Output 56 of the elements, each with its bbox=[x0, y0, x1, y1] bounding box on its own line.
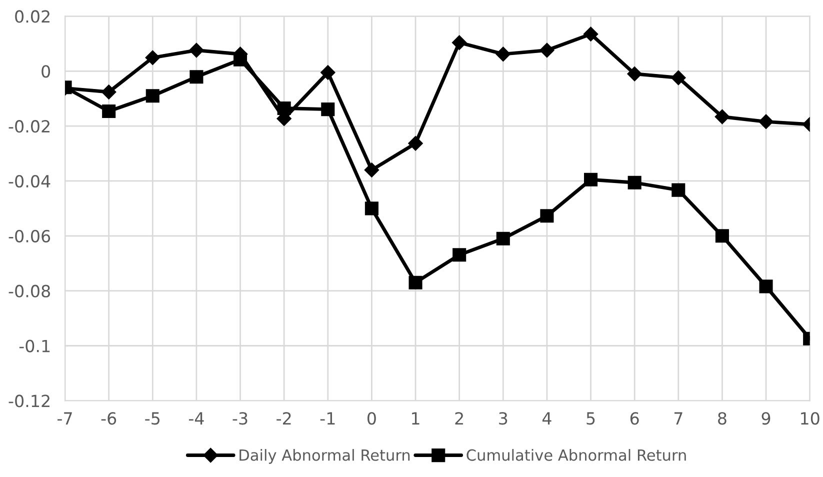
y-tick-label: -0.06 bbox=[8, 230, 50, 242]
x-tick-label: 3 bbox=[499, 412, 508, 425]
point bbox=[671, 70, 686, 86]
point bbox=[452, 248, 466, 262]
x-tick-label: 7 bbox=[674, 412, 682, 424]
x-tick-label: 6 bbox=[630, 412, 639, 425]
x-tick-label: 2 bbox=[455, 412, 463, 424]
y-tick-label: -0.1 bbox=[19, 340, 50, 352]
y-tick-label: -0.08 bbox=[8, 284, 50, 298]
x-tick-label: 9 bbox=[762, 412, 770, 425]
point bbox=[715, 229, 729, 243]
point bbox=[320, 65, 336, 80]
x-tick-label: -3 bbox=[232, 412, 248, 425]
point bbox=[101, 84, 116, 100]
point bbox=[189, 42, 204, 58]
legend-label: Cumulative Abnormal Return bbox=[466, 449, 686, 461]
point bbox=[540, 209, 554, 223]
point bbox=[145, 50, 160, 66]
point bbox=[452, 35, 467, 50]
y-tick-label: -0.04 bbox=[8, 174, 50, 188]
point bbox=[540, 42, 554, 58]
y-tick-label: 0.02 bbox=[15, 10, 50, 23]
x-tick-label: 8 bbox=[718, 412, 726, 425]
point bbox=[583, 26, 598, 42]
point bbox=[672, 183, 686, 197]
point bbox=[627, 66, 642, 82]
x-tick-label: 10 bbox=[801, 412, 820, 425]
point bbox=[584, 172, 598, 186]
x-tick-label: -5 bbox=[145, 412, 160, 425]
legend-label: Daily Abnormal Return bbox=[240, 449, 410, 464]
point bbox=[714, 109, 730, 124]
point bbox=[102, 104, 116, 118]
point bbox=[190, 70, 204, 84]
point bbox=[496, 232, 510, 246]
point bbox=[321, 102, 335, 116]
point bbox=[496, 46, 511, 62]
x-tick-label: 0 bbox=[368, 412, 376, 425]
point bbox=[758, 114, 774, 130]
x-tick-label: -7 bbox=[58, 412, 72, 424]
y-tick-label: -0.12 bbox=[8, 394, 50, 408]
x-tick-label: 4 bbox=[542, 412, 552, 424]
x-tick-label: 5 bbox=[586, 412, 595, 425]
x-tick-label: 1 bbox=[412, 412, 420, 424]
point bbox=[146, 89, 160, 103]
y-tick-label: 0 bbox=[42, 65, 50, 78]
point bbox=[628, 176, 642, 190]
point bbox=[408, 276, 422, 290]
point bbox=[364, 202, 378, 216]
x-tick-label: -2 bbox=[276, 412, 291, 424]
point bbox=[759, 280, 773, 294]
x-tick-label: -6 bbox=[101, 412, 116, 425]
point bbox=[408, 136, 423, 151]
x-tick-label: -4 bbox=[188, 412, 204, 424]
point bbox=[364, 162, 380, 178]
x-tick-label: -1 bbox=[320, 412, 335, 424]
y-tick-label: -0.02 bbox=[8, 120, 50, 133]
